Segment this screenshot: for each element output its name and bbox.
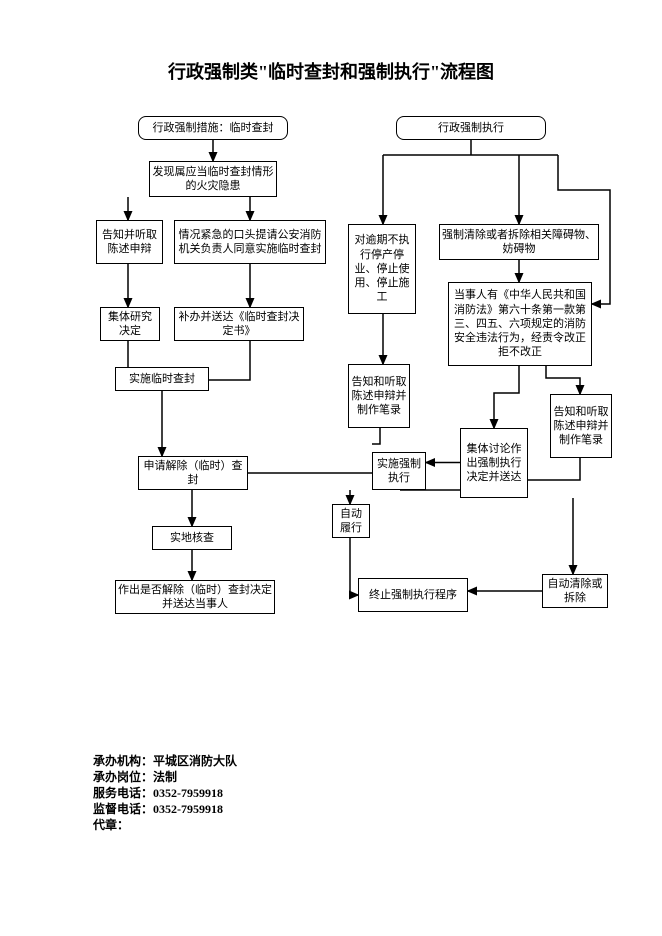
footer-post: 承办岗位：法制 <box>93 768 177 785</box>
flow-node-n_urgent: 情况紧急的口头提请公安消防机关负责人同意实施临时查封 <box>174 220 326 264</box>
flow-node-n_fire: 发现属应当临时查封情形的火灾隐患 <box>149 161 277 197</box>
footer-svc: 服务电话：0352-7959918 <box>93 784 223 801</box>
flow-node-n_auto_do: 自动履行 <box>332 504 370 538</box>
flow-node-n_group_exec: 集体讨论作出强制执行决定并送达 <box>460 428 528 498</box>
flow-node-n_start_left: 行政强制措施：临时查封 <box>138 116 288 140</box>
flow-node-n_apply_rel: 申请解除（临时）查封 <box>138 456 248 490</box>
flow-node-n_group_dec: 集体研究决定 <box>100 307 160 341</box>
flow-node-n_tell_rec2: 告知和听取陈述申辩并制作笔录 <box>550 394 612 458</box>
flow-node-n_auto_clear: 自动清除或拆除 <box>542 574 608 608</box>
page-title: 行政强制类"临时查封和强制执行"流程图 <box>0 58 662 84</box>
flow-node-n_force_exec: 实施强制执行 <box>372 452 426 490</box>
flow-node-n_overdue: 对逾期不执行停产停业、停止使用、停止施工 <box>348 224 416 314</box>
flow-node-n_make_dec: 作出是否解除（临时）查封决定并送达当事人 <box>115 580 275 614</box>
footer-org: 承办机构：平城区消防大队 <box>93 752 237 769</box>
page: 行政强制类"临时查封和强制执行"流程图 行政强制措施：临时查封 行政强制执行发现属… <box>0 0 662 936</box>
flow-node-n_start_right: 行政强制执行 <box>396 116 546 140</box>
flow-node-n_supp_doc: 补办并送达《临时查封决定书》 <box>174 307 304 341</box>
flow-node-n_impl_seal: 实施临时查封 <box>115 367 209 391</box>
footer-seal: 代章： <box>93 816 129 833</box>
flow-node-n_end_force: 终止强制执行程序 <box>358 578 468 612</box>
flow-node-n_field_chk: 实地核查 <box>152 526 232 550</box>
flow-node-n_tell_left: 告知并听取陈述申辩 <box>96 220 163 264</box>
flow-node-n_tell_rec1: 告知和听取陈述申辩并制作笔录 <box>348 364 410 428</box>
flow-node-n_clear_obs: 强制清除或者拆除相关障碍物、妨碍物 <box>439 224 599 260</box>
flow-node-n_law60: 当事人有《中华人民共和国消防法》第六十条第一款第三、四五、六项规定的消防安全违法… <box>448 282 592 366</box>
footer-sup: 监督电话：0352-7959918 <box>93 800 223 817</box>
